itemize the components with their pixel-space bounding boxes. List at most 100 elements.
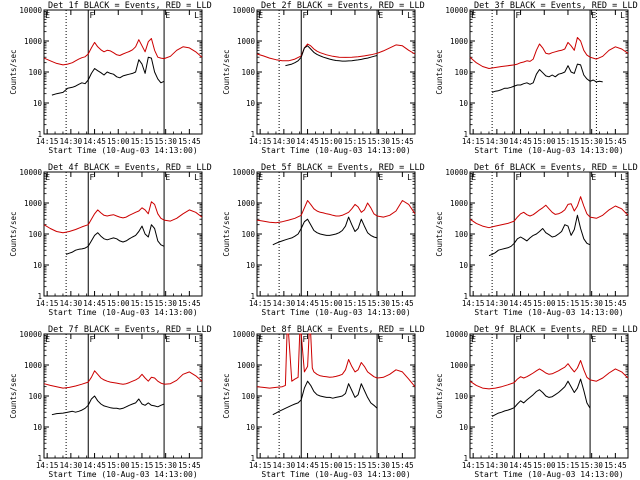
y-tick-label: 1 [37, 292, 42, 301]
marker-letter: E [378, 11, 383, 20]
y-tick-label: 10 [459, 423, 469, 432]
marker-letter: L [194, 11, 199, 20]
marker-letter: E [471, 335, 476, 344]
y-tick-label: 10 [33, 261, 43, 270]
lld-series-line [256, 200, 416, 224]
x-tick-label: 15:15 [131, 137, 154, 146]
x-tick-label: 14:45 [83, 299, 106, 308]
panel-6: Det 6f BLACK = Events, RED = LLD 1 10 100 10… [435, 163, 638, 317]
marker-letter: E [591, 11, 596, 20]
y-tick-label: 10000 [19, 6, 42, 15]
x-tick-label: 14:15 [36, 299, 59, 308]
marker-letter: L [620, 335, 625, 344]
marker-letter: L [194, 335, 199, 344]
y-tick-label: 100 [454, 230, 468, 239]
x-tick-label: 14:30 [60, 299, 83, 308]
plot-frame [43, 9, 203, 135]
y-axis-label: Counts/sec [435, 211, 444, 256]
x-tick-label: 15:30 [367, 299, 390, 308]
y-tick-label: 10000 [19, 168, 42, 177]
events-series-line [491, 378, 591, 417]
marker-letter: L [407, 173, 412, 182]
y-tick-label: 1000 [24, 37, 43, 46]
y-tick-label: 1 [463, 292, 468, 301]
y-axis-label: Counts/sec [9, 373, 18, 418]
marker-letter: E [165, 335, 170, 344]
y-tick-label: 10000 [232, 6, 255, 15]
x-axis-label: Start Time (10-Aug-03 14:13:00) [261, 146, 410, 155]
x-tick-label: 15:00 [533, 461, 556, 470]
x-tick-label: 15:00 [533, 299, 556, 308]
marker-letter: F [516, 335, 521, 344]
x-tick-label: 14:15 [249, 299, 272, 308]
x-tick-label: 15:30 [580, 299, 603, 308]
x-tick-label: 14:15 [36, 461, 59, 470]
x-tick-label: 15:30 [367, 461, 390, 470]
y-axis-label: Counts/sec [222, 373, 231, 418]
x-tick-label: 15:45 [604, 299, 627, 308]
x-tick-label: 15:00 [107, 137, 130, 146]
plot-frame [256, 333, 416, 459]
x-axis-label: Start Time (10-Aug-03 14:13:00) [474, 470, 623, 479]
x-tick-label: 14:30 [486, 137, 509, 146]
y-tick-label: 100 [454, 68, 468, 77]
events-series-line [491, 63, 603, 93]
lld-series-line [469, 37, 629, 69]
marker-letter: F [90, 11, 95, 20]
y-tick-label: 1000 [450, 37, 469, 46]
plot-frame [43, 171, 203, 297]
panel-title: Det 1f BLACK = Events, RED = LLD [48, 1, 212, 11]
marker-letter: F [516, 173, 521, 182]
y-tick-label: 1 [463, 130, 468, 139]
x-tick-label: 14:30 [273, 461, 296, 470]
marker-letter: F [303, 11, 308, 20]
marker-letter: F [303, 173, 308, 182]
y-axis-label: Counts/sec [222, 49, 231, 94]
events-series-line [272, 216, 378, 246]
panel-5: Det 5f BLACK = Events, RED = LLD 1 10 100 10… [222, 163, 425, 317]
x-tick-label: 15:30 [154, 137, 177, 146]
marker-letter: F [303, 335, 308, 344]
y-axis-label: Counts/sec [9, 49, 18, 94]
x-axis-label: Start Time (10-Aug-03 14:13:00) [48, 470, 197, 479]
x-tick-label: 15:15 [557, 461, 580, 470]
x-tick-label: 15:45 [604, 137, 627, 146]
x-axis-label: Start Time (10-Aug-03 14:13:00) [474, 308, 623, 317]
y-tick-label: 10 [33, 423, 43, 432]
y-tick-label: 1 [250, 454, 255, 463]
x-tick-label: 14:30 [273, 299, 296, 308]
y-tick-label: 100 [454, 392, 468, 401]
y-tick-label: 1000 [450, 361, 469, 370]
x-tick-label: 14:45 [509, 461, 532, 470]
panel-2: Det 2f BLACK = Events, RED = LLD 1 10 100 10… [222, 1, 425, 155]
plot-frame [256, 9, 416, 135]
x-tick-label: 15:00 [533, 137, 556, 146]
panel-title: Det 6f BLACK = Events, RED = LLD [474, 163, 638, 173]
marker-letter: E [258, 173, 263, 182]
marker-letter: E [165, 173, 170, 182]
x-tick-label: 14:15 [249, 461, 272, 470]
marker-letter: E [45, 335, 50, 344]
marker-letter: E [45, 11, 50, 20]
x-tick-label: 15:15 [131, 461, 154, 470]
x-tick-label: 15:30 [580, 137, 603, 146]
marker-letter: E [591, 173, 596, 182]
x-tick-label: 14:30 [60, 461, 83, 470]
x-tick-label: 15:00 [107, 461, 130, 470]
x-tick-label: 14:45 [83, 137, 106, 146]
marker-letter: E [378, 173, 383, 182]
panel-title: Det 8f BLACK = Events, RED = LLD [261, 325, 425, 335]
y-axis-label: Counts/sec [222, 211, 231, 256]
lld-series-line [256, 43, 416, 62]
y-tick-label: 1000 [450, 199, 469, 208]
panel-7: Det 7f BLACK = Events, RED = LLD 1 10 100 10… [9, 325, 212, 479]
panel-title: Det 5f BLACK = Events, RED = LLD [261, 163, 425, 173]
plot-frame [469, 9, 629, 135]
y-tick-label: 10000 [445, 168, 468, 177]
y-tick-label: 10 [246, 423, 256, 432]
x-tick-label: 15:45 [178, 299, 201, 308]
x-tick-label: 14:15 [462, 461, 485, 470]
lld-series-line [43, 38, 203, 66]
x-tick-label: 14:45 [296, 299, 319, 308]
x-tick-label: 14:30 [486, 299, 509, 308]
